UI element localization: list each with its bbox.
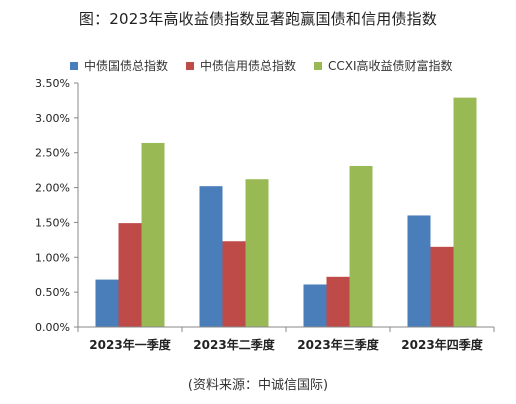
x-axis: 2023年一季度 2023年二季度 2023年三季度 2023年四季度 [77, 326, 495, 352]
bar-1-2 [199, 186, 223, 327]
source-note: (资料来源：中诚信国际) [187, 378, 329, 393]
y-tick-label: 1.50% [35, 216, 70, 229]
bar-2-4 [430, 246, 454, 327]
bar-1-1 [95, 279, 119, 327]
bars [95, 97, 477, 327]
legend-swatch-series-2 [186, 61, 195, 70]
y-tick-label: 0.50% [35, 286, 70, 299]
y-tick-label: 1.00% [35, 251, 70, 264]
y-tick-label: 2.50% [35, 147, 70, 160]
bar-3-2 [245, 179, 269, 327]
bar-1-4 [407, 215, 431, 327]
y-tick-label: 3.50% [35, 77, 70, 90]
y-tick-label: 2.00% [35, 182, 70, 195]
y-tick-label: 0.00% [35, 321, 70, 334]
x-category-label: 2023年三季度 [297, 337, 379, 352]
legend: 中债国债总指数 中债信用债总指数 CCXI高收益债财富指数 [70, 57, 471, 74]
legend-label-series-2: 中债信用债总指数 [200, 59, 297, 73]
legend-label-series-1: 中债国债总指数 [84, 59, 169, 73]
legend-item-series-3: CCXI高收益债财富指数 [314, 57, 453, 74]
legend-swatch-series-3 [314, 61, 323, 70]
y-axis: 0.00% 0.50% 1.00% 1.50% 2.00% 2.50% 3.00% 3.50% [35, 77, 79, 334]
bar-3-1 [141, 142, 165, 327]
bar-3-3 [349, 165, 373, 327]
bar-2-2 [222, 241, 246, 327]
bar-1-3 [303, 284, 327, 327]
legend-label-series-3: CCXI高收益债财富指数 [328, 59, 453, 73]
bar-2-3 [326, 276, 350, 327]
bar-3-4 [453, 97, 477, 327]
x-category-label: 2023年一季度 [89, 337, 171, 352]
bar-2-1 [118, 223, 142, 327]
y-tick-label: 3.00% [35, 112, 70, 125]
x-category-label: 2023年二季度 [193, 337, 275, 352]
chart-title: 图：2023年高收益债指数显著跑赢国债和信用债指数 [78, 10, 438, 28]
x-category-label: 2023年四季度 [401, 337, 483, 352]
legend-item-series-1: 中债国债总指数 [70, 57, 168, 74]
legend-item-series-2: 中债信用债总指数 [186, 57, 296, 74]
legend-swatch-series-1 [70, 61, 78, 70]
